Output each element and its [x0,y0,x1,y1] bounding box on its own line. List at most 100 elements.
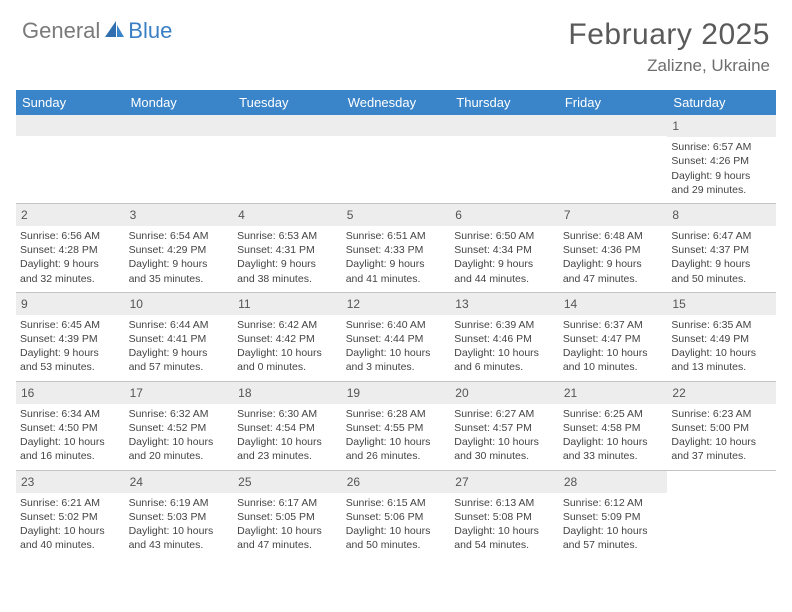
sunrise-line: Sunrise: 6:28 AM [346,407,447,421]
day-number: 8 [667,204,776,226]
sunrise-line: Sunrise: 6:12 AM [563,496,664,510]
day-cell: 21Sunrise: 6:25 AMSunset: 4:58 PMDayligh… [559,382,668,470]
day-cell: 10Sunrise: 6:44 AMSunset: 4:41 PMDayligh… [125,293,234,381]
day-cell: 23Sunrise: 6:21 AMSunset: 5:02 PMDayligh… [16,471,125,559]
day-number: 5 [342,204,451,226]
day-of-week-cell: Wednesday [342,90,451,115]
daylight-line: and 37 minutes. [671,449,772,463]
daylight-line: Daylight: 10 hours [563,435,664,449]
sunrise-line: Sunrise: 6:44 AM [129,318,230,332]
day-cell: 9Sunrise: 6:45 AMSunset: 4:39 PMDaylight… [16,293,125,381]
day-number: 13 [450,293,559,315]
day-cell: 16 Sunrise: 6:34 AMSunset: 4:50 PMDayligh… [16,382,125,470]
daylight-line: Daylight: 10 hours [237,435,338,449]
week-row: 23Sunrise: 6:21 AMSunset: 5:02 PMDayligh… [16,471,776,559]
sunrise-line: Sunrise: 6:32 AM [129,407,230,421]
daylight-line: Daylight: 10 hours [563,346,664,360]
day-of-week-cell: Saturday [667,90,776,115]
daylight-line: Daylight: 10 hours [20,435,121,449]
daylight-line: Daylight: 10 hours [129,435,230,449]
day-cell [667,471,776,559]
daylight-line: and 53 minutes. [20,360,121,374]
daylight-line: Daylight: 9 hours [129,257,230,271]
sunset-line: Sunset: 5:09 PM [563,510,664,524]
sunset-line: Sunset: 4:39 PM [20,332,121,346]
day-of-week-row: SundayMondayTuesdayWednesdayThursdayFrid… [16,90,776,115]
daylight-line: and 20 minutes. [129,449,230,463]
daylight-line: and 54 minutes. [454,538,555,552]
day-cell: 22Sunrise: 6:23 AMSunset: 5:00 PMDayligh… [667,382,776,470]
sunrise-line: Sunrise: 6:45 AM [20,318,121,332]
title-block: February 2025 Zalizne, Ukraine [568,18,770,76]
day-number: 6 [450,204,559,226]
day-number: 20 [450,382,559,404]
day-of-week-cell: Tuesday [233,90,342,115]
day-number: 27 [450,471,559,493]
sunset-line: Sunset: 4:31 PM [237,243,338,257]
day-cell: 20Sunrise: 6:27 AMSunset: 4:57 PMDayligh… [450,382,559,470]
daylight-line: and 16 minutes. [20,449,121,463]
sunset-line: Sunset: 4:37 PM [671,243,772,257]
day-cell: 5Sunrise: 6:51 AMSunset: 4:33 PMDaylight… [342,204,451,292]
day-cell: 2Sunrise: 6:56 AMSunset: 4:28 PMDaylight… [16,204,125,292]
sunset-line: Sunset: 4:34 PM [454,243,555,257]
weeks-container: 1Sunrise: 6:57 AMSunset: 4:26 PMDaylight… [16,115,776,558]
day-cell: 3Sunrise: 6:54 AMSunset: 4:29 PMDaylight… [125,204,234,292]
sunset-line: Sunset: 5:06 PM [346,510,447,524]
daylight-line: Daylight: 10 hours [454,435,555,449]
sunset-line: Sunset: 5:08 PM [454,510,555,524]
sunset-line: Sunset: 5:02 PM [20,510,121,524]
sunset-line: Sunset: 4:55 PM [346,421,447,435]
day-cell: 28Sunrise: 6:12 AMSunset: 5:09 PMDayligh… [559,471,668,559]
brand-text-2: Blue [128,18,172,44]
daylight-line: Daylight: 10 hours [671,346,772,360]
day-cell [342,115,451,203]
daylight-line: and 6 minutes. [454,360,555,374]
week-row: 9Sunrise: 6:45 AMSunset: 4:39 PMDaylight… [16,293,776,382]
daylight-line: and 30 minutes. [454,449,555,463]
day-of-week-cell: Sunday [16,90,125,115]
day-cell: 8 Sunrise: 6:47 AMSunset: 4:37 PMDaylight… [667,204,776,292]
day-cell: 15Sunrise: 6:35 AMSunset: 4:49 PMDayligh… [667,293,776,381]
daylight-line: Daylight: 9 hours [563,257,664,271]
sunrise-line: Sunrise: 6:23 AM [671,407,772,421]
day-of-week-cell: Thursday [450,90,559,115]
daylight-line: and 35 minutes. [129,272,230,286]
brand-text-1: General [22,18,100,44]
daylight-line: and 23 minutes. [237,449,338,463]
sunset-line: Sunset: 4:28 PM [20,243,121,257]
sunrise-line: Sunrise: 6:47 AM [671,229,772,243]
daylight-line: Daylight: 10 hours [563,524,664,538]
sunset-line: Sunset: 4:41 PM [129,332,230,346]
sunrise-line: Sunrise: 6:13 AM [454,496,555,510]
sunset-line: Sunset: 4:42 PM [237,332,338,346]
day-cell: 26Sunrise: 6:15 AMSunset: 5:06 PMDayligh… [342,471,451,559]
daylight-line: and 43 minutes. [129,538,230,552]
sunrise-line: Sunrise: 6:34 AM [20,407,121,421]
sunrise-line: Sunrise: 6:17 AM [237,496,338,510]
day-number: 16 [16,382,125,404]
day-number: 23 [16,471,125,493]
sunset-line: Sunset: 4:50 PM [20,421,121,435]
sunset-line: Sunset: 4:26 PM [671,154,772,168]
daylight-line: and 38 minutes. [237,272,338,286]
sunset-line: Sunset: 5:05 PM [237,510,338,524]
daylight-line: Daylight: 9 hours [671,257,772,271]
sunset-line: Sunset: 5:00 PM [671,421,772,435]
daylight-line: and 13 minutes. [671,360,772,374]
header: General Blue February 2025 Zalizne, Ukra… [0,0,792,86]
daylight-line: and 50 minutes. [346,538,447,552]
day-number: 1 [667,115,776,137]
day-of-week-cell: Friday [559,90,668,115]
daylight-line: Daylight: 10 hours [237,346,338,360]
daylight-line: and 57 minutes. [129,360,230,374]
day-number: 25 [233,471,342,493]
day-number: 21 [559,382,668,404]
day-cell: 19Sunrise: 6:28 AMSunset: 4:55 PMDayligh… [342,382,451,470]
daylight-line: and 26 minutes. [346,449,447,463]
daylight-line: and 41 minutes. [346,272,447,286]
sunset-line: Sunset: 4:29 PM [129,243,230,257]
empty-day-bar [233,115,342,136]
day-cell: 6Sunrise: 6:50 AMSunset: 4:34 PMDaylight… [450,204,559,292]
sunset-line: Sunset: 4:46 PM [454,332,555,346]
